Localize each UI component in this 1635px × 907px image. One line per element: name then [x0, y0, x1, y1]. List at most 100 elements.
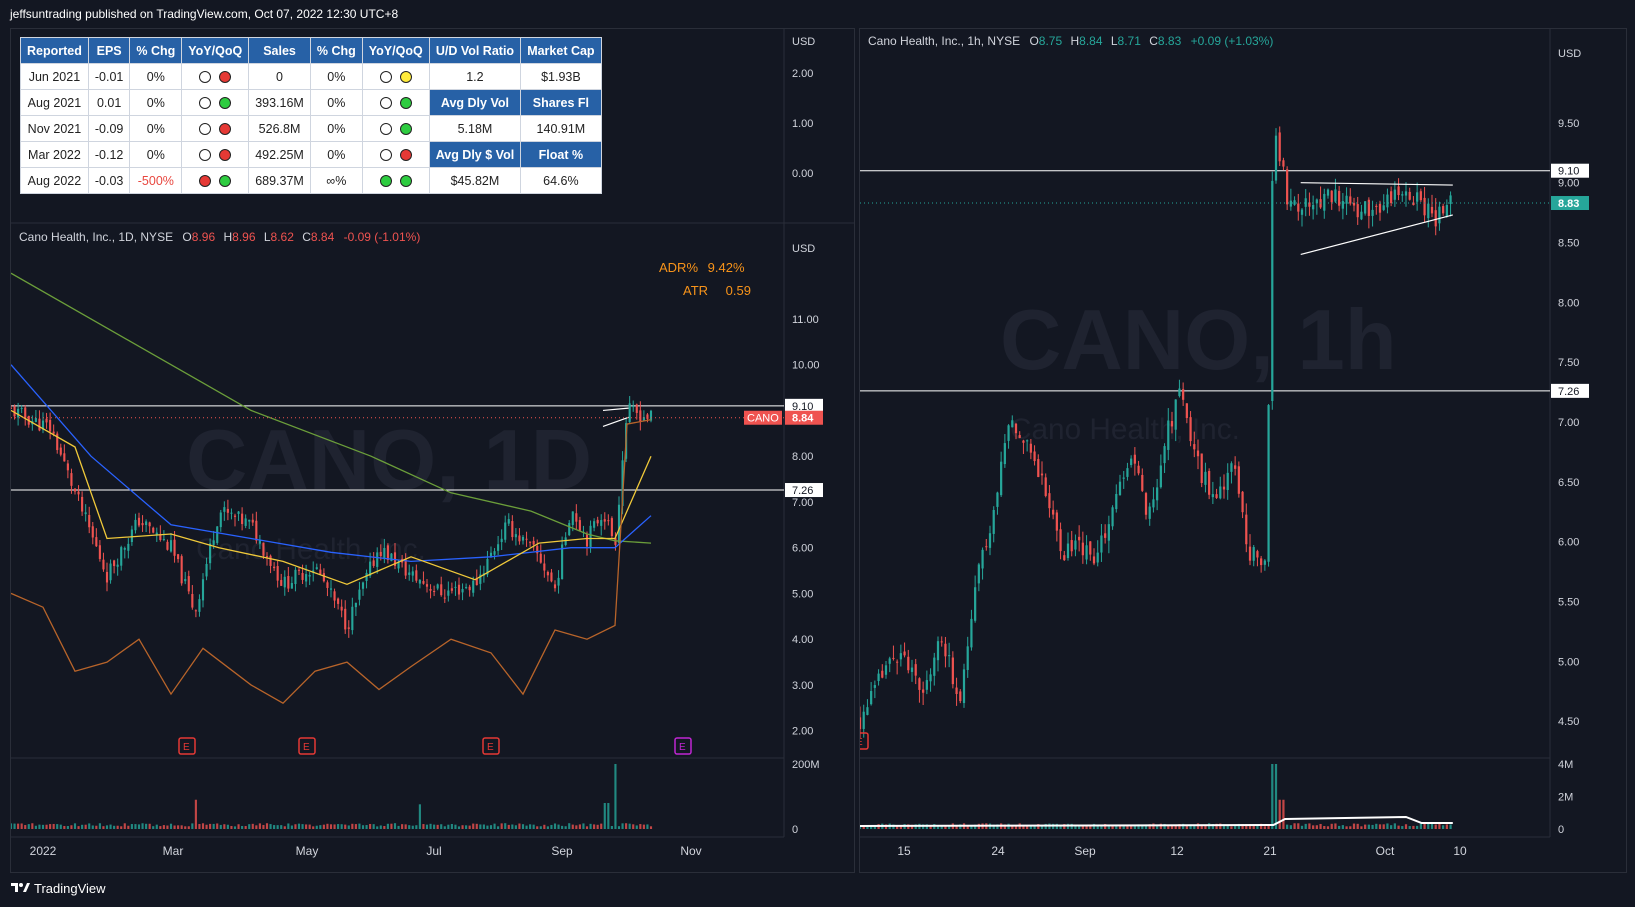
- candle-body: [198, 599, 201, 612]
- price-tick-label: 7.00: [792, 497, 813, 509]
- volume-bar: [1382, 824, 1385, 829]
- volume-bar: [369, 823, 372, 829]
- fundamentals-cell-growth-dots: [361, 141, 430, 168]
- volume-bar: [137, 824, 141, 829]
- candle-body: [113, 560, 116, 567]
- time-tick-label: 24: [991, 844, 1005, 858]
- candle-body: [1156, 487, 1159, 501]
- candle-body: [546, 571, 549, 576]
- level-tag-bg: [785, 483, 823, 498]
- candle-body: [632, 406, 635, 408]
- candle-body: [1074, 540, 1077, 550]
- candle-body: [358, 589, 361, 600]
- top-axis-tick: 0.00: [792, 168, 813, 180]
- candle-body: [258, 539, 261, 544]
- volume-bar: [226, 824, 229, 829]
- candle-body: [475, 578, 478, 586]
- volume-bar: [308, 824, 311, 829]
- candle-body: [226, 508, 229, 513]
- volume-bar: [1196, 823, 1200, 829]
- volume-bar: [1304, 823, 1307, 829]
- candle-body: [1234, 465, 1237, 469]
- volume-bar: [479, 824, 482, 829]
- fundamentals-cell-period: Aug 2022: [20, 167, 89, 194]
- candle-body: [944, 643, 947, 657]
- candle-body: [329, 588, 333, 590]
- daily-legend-close: 8.84: [311, 230, 335, 244]
- candle-body: [337, 598, 340, 604]
- candle-body: [1211, 494, 1214, 498]
- volume-bar: [408, 825, 411, 829]
- volume-bar: [486, 825, 489, 829]
- price-tag-bg: [785, 410, 823, 425]
- candle-body: [166, 541, 169, 550]
- candle-body: [603, 519, 606, 522]
- candle-body: [639, 410, 642, 422]
- price-tag-bg: [1551, 196, 1589, 211]
- volume-bar: [191, 823, 194, 829]
- volume-bar: [1022, 825, 1025, 829]
- volume-bar: [77, 826, 80, 829]
- volume-tick-label: 4M: [1558, 759, 1573, 771]
- candle-body: [9, 407, 13, 409]
- volume-bar: [315, 825, 318, 829]
- volume-bar: [642, 824, 645, 829]
- price-tick-label: 5.00: [792, 588, 813, 600]
- candle-body: [262, 542, 265, 556]
- tradingview-brand: TradingView: [34, 881, 106, 896]
- volume-bar: [184, 826, 187, 829]
- volume-bar: [504, 823, 507, 829]
- volume-bar: [543, 824, 546, 829]
- candle-body: [194, 610, 197, 612]
- volume-bar: [216, 823, 219, 829]
- volume-bar: [1323, 826, 1326, 829]
- volume-bar: [88, 823, 91, 829]
- volume-bar: [301, 824, 304, 829]
- hourly-chart-svg[interactable]: CANO, 1h Cano Health, Inc. USD 9.50 9.00 8.50…: [851, 29, 1626, 872]
- candle-body: [361, 582, 365, 589]
- price-tick-label: 7.50: [1558, 357, 1579, 369]
- candle-body: [1427, 203, 1430, 219]
- candle-body: [1122, 477, 1125, 479]
- candle-body: [479, 574, 482, 584]
- volume-bar: [130, 824, 133, 829]
- growth-dot-icon: [219, 123, 232, 136]
- fundamentals-cell-sales-chg: ∞%: [309, 167, 363, 194]
- candle-body: [468, 586, 471, 591]
- candle-body: [1260, 558, 1263, 566]
- fundamentals-cell-growth-dots: [181, 63, 250, 90]
- triangle-lower-line: [602, 416, 629, 427]
- candle-body: [404, 559, 407, 576]
- hourly-chart-panel[interactable]: CANO, 1h Cano Health, Inc. USD 9.50 9.00 8.50…: [851, 28, 1627, 873]
- fundamentals-cell-s1: Avg Dly $ Vol: [428, 141, 522, 168]
- tradingview-footer[interactable]: TradingView: [10, 881, 106, 896]
- candle-body: [1219, 486, 1222, 499]
- candle-body: [1052, 509, 1055, 515]
- daily-legend-name: Cano Health, Inc., 1D, NYSE: [19, 230, 173, 244]
- volume-bar: [1100, 826, 1103, 829]
- daily-chart-svg[interactable]: USD 2.00 1.00 0.00 CANO, 1D Cano Health, Inc.…: [9, 29, 854, 872]
- earnings-marker-icon: [482, 737, 500, 755]
- candle-body: [903, 651, 906, 656]
- volume-bar: [201, 823, 205, 829]
- volume-bar: [493, 823, 496, 829]
- candle-body: [959, 691, 962, 702]
- time-tick-label: 15: [897, 844, 911, 858]
- volume-bar: [1338, 825, 1341, 829]
- candle-body: [1289, 200, 1292, 207]
- candle-body: [276, 566, 279, 581]
- fundamentals-cell-eps: -0.03: [87, 167, 131, 194]
- candle-body: [219, 512, 222, 528]
- volume-bar: [1040, 826, 1044, 829]
- daily-chart-panel[interactable]: Reported EPS% Chg YoY/QoQ Sales% Chg YoY/QoQ…: [9, 28, 855, 873]
- volume-bar: [996, 824, 999, 829]
- candle-body: [877, 673, 880, 681]
- candle-body: [635, 404, 638, 413]
- volume-bar: [34, 825, 37, 829]
- fundamentals-cell-period: Aug 2021: [20, 89, 89, 116]
- candle-body: [38, 418, 41, 431]
- time-tick-label: 12: [1170, 844, 1184, 858]
- candle-body: [1107, 524, 1110, 541]
- level-tag-label: 9.10: [1558, 166, 1579, 178]
- volume-bar: [390, 823, 393, 829]
